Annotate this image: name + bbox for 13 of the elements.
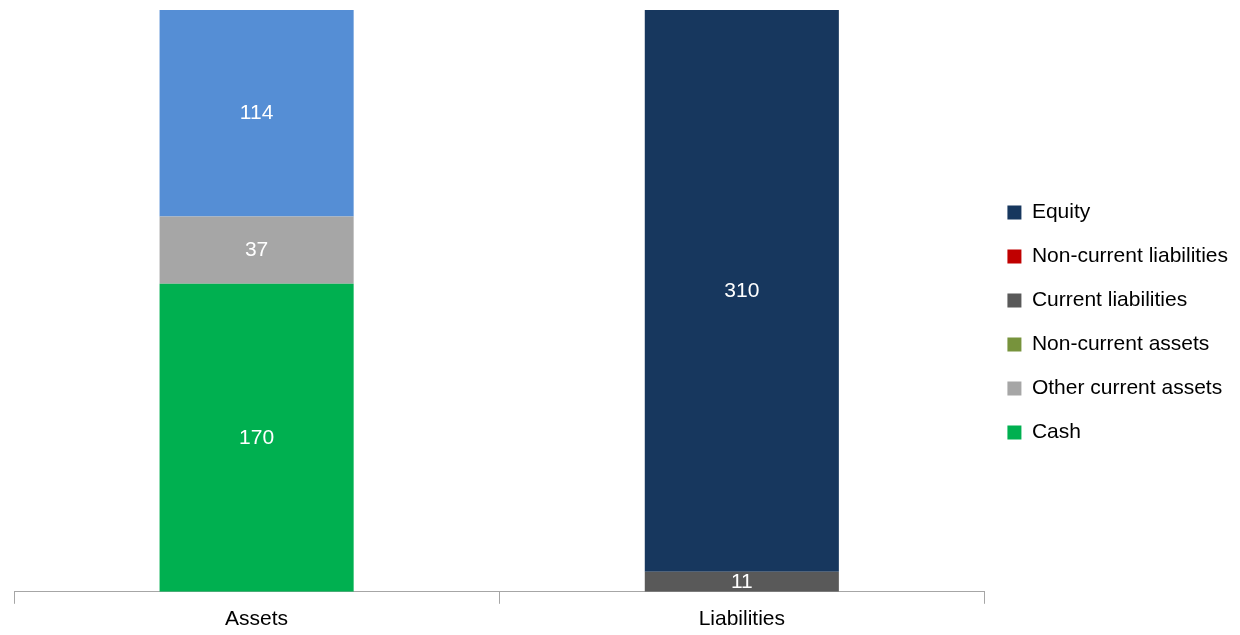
data-label: 37 bbox=[244, 236, 269, 260]
x-tick-label: Assets bbox=[225, 606, 289, 630]
data-label: 170 bbox=[239, 424, 275, 448]
data-label: 11 bbox=[730, 568, 753, 592]
data-label: 114 bbox=[239, 100, 274, 124]
legend-label: Non-current assets bbox=[1031, 331, 1210, 355]
legend-label: Current liabilities bbox=[1031, 287, 1188, 311]
legend-label: Non-current liabilities bbox=[1031, 243, 1228, 267]
data-label: 310 bbox=[724, 277, 760, 301]
x-tick-label: Liabilities bbox=[698, 606, 786, 630]
legend-label: Cash bbox=[1031, 419, 1081, 443]
legend-label: Other current assets bbox=[1031, 375, 1223, 399]
legend-label: Equity bbox=[1031, 199, 1091, 223]
